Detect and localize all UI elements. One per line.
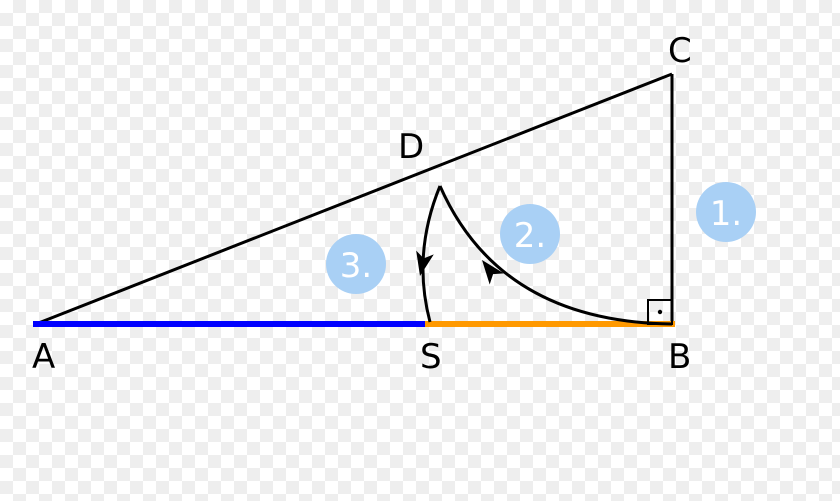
right-angle-marker — [648, 300, 672, 324]
label-A: A — [32, 337, 55, 377]
step-1: 1. — [696, 182, 756, 242]
step-2-label: 2. — [514, 216, 546, 256]
label-B: B — [668, 337, 691, 377]
arc-BD — [440, 186, 672, 324]
step-3: 3. — [326, 234, 386, 294]
label-D: D — [398, 127, 424, 167]
diagram-canvas: 1. 2. 3. A S B C — [0, 0, 840, 501]
step-1-label: 1. — [710, 194, 742, 234]
step-3-label: 3. — [340, 246, 372, 286]
label-S: S — [420, 337, 442, 377]
geometry-svg: 1. 2. 3. A S B C — [0, 0, 840, 501]
step-2: 2. — [500, 204, 560, 264]
label-C: C — [668, 31, 692, 71]
arc-DS — [411, 186, 440, 322]
